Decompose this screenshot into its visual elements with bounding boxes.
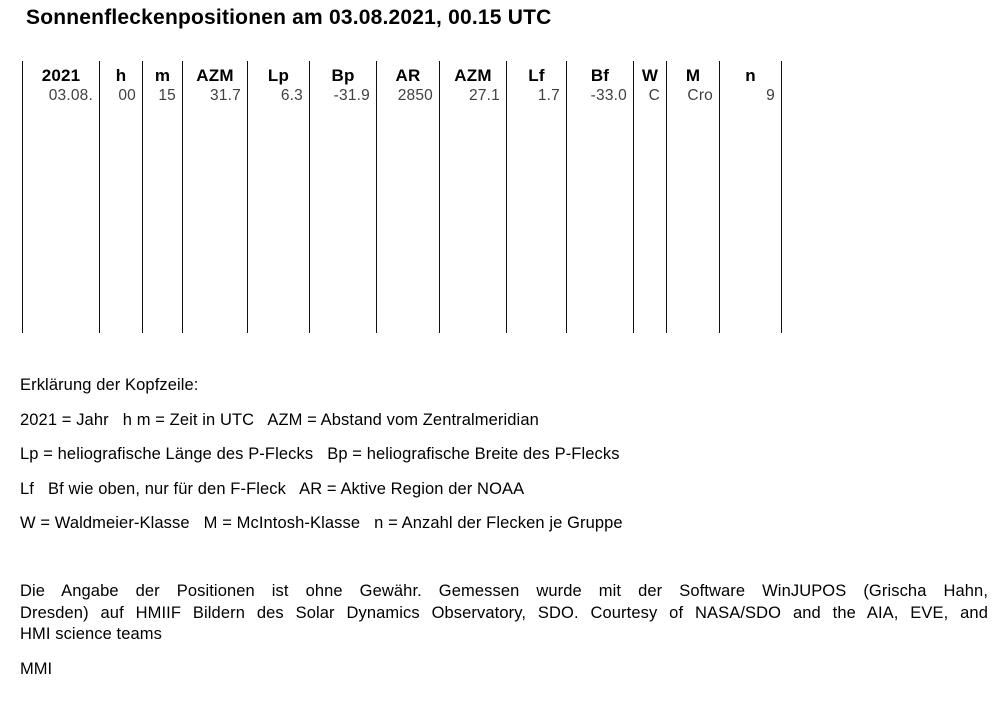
table-column-header: W	[641, 66, 659, 85]
table-column: Lf 1.7	[507, 61, 567, 333]
table-column-header: n	[745, 66, 756, 85]
table-column: M Cro	[667, 61, 720, 333]
table-column-value: 15	[158, 87, 176, 104]
table-column-value: 2850	[397, 87, 433, 104]
table-column-header: AR	[395, 66, 421, 85]
table-column: AR 2850	[377, 61, 440, 333]
signature: MMI	[20, 660, 53, 678]
table-column-header: Lf	[528, 66, 545, 85]
explanation-line: W = Waldmeier-Klasse M = McIntosh-Klasse…	[20, 514, 623, 532]
disclaimer-line: Dresden) auf HMIIF Bildern des Solar Dyn…	[20, 603, 988, 622]
table-column-value: -33.0	[590, 87, 627, 104]
table-column-header: AZM	[196, 66, 234, 85]
table-column: 2021 03.08.	[23, 61, 100, 333]
table-column-header: h	[115, 66, 127, 85]
header-explanation: Erklärung der Kopfzeile: 2021 = Jahr h m…	[20, 375, 920, 548]
table-column: AZM 27.1	[440, 61, 507, 333]
table-column-value: 6.3	[280, 87, 303, 104]
explanation-line: Lp = heliografische Länge des P-Flecks B…	[20, 445, 620, 463]
table-column-header: Lp	[267, 66, 290, 85]
table-column-header: 2021	[41, 66, 81, 85]
table-column: h 00	[100, 61, 143, 333]
table-column: Bp -31.9	[310, 61, 377, 333]
table-column-value: 9	[766, 87, 775, 104]
table-column-header: Bf	[590, 66, 610, 85]
explanation-line: 2021 = Jahr h m = Zeit in UTC AZM = Abst…	[20, 410, 539, 429]
positions-table: 2021 03.08. h 00 m 15 AZM 31.7 Lp 6.3 Bp -31.9 AR 285…	[22, 61, 782, 333]
table-column-value: Cro	[687, 87, 713, 104]
table-column-header: M	[685, 66, 701, 85]
disclaimer-line: Die Angabe der Positionen ist ohne Gewäh…	[20, 582, 988, 600]
table-column-header: AZM	[454, 66, 492, 85]
table-column-value: -31.9	[333, 87, 370, 104]
table-column: Lp 6.3	[248, 61, 310, 333]
table-column-value: C	[648, 87, 660, 104]
table-column: AZM 31.7	[183, 61, 248, 333]
table-column-value: 27.1	[469, 87, 500, 104]
table-column-value: 03.08.	[48, 87, 93, 104]
table-column-header: m	[154, 66, 171, 85]
explanation-heading: Erklärung der Kopfzeile:	[20, 376, 199, 394]
explanation-line: Lf Bf wie oben, nur für den F-Fleck AR =…	[20, 479, 525, 498]
disclaimer-line: HMI science teams	[20, 625, 162, 643]
table-column-value: 1.7	[537, 87, 560, 104]
table-column-header: Bp	[331, 66, 355, 85]
table-column: m 15	[143, 61, 183, 333]
table-column: Bf -33.0	[567, 61, 634, 333]
page-title: Sonnenfleckenpositionen am 03.08.2021, 0…	[26, 6, 552, 29]
table-column-value: 00	[118, 87, 136, 104]
disclaimer-paragraph: Die Angabe der Positionen ist ohne Gewäh…	[20, 581, 988, 646]
table-column-value: 31.7	[210, 87, 241, 104]
